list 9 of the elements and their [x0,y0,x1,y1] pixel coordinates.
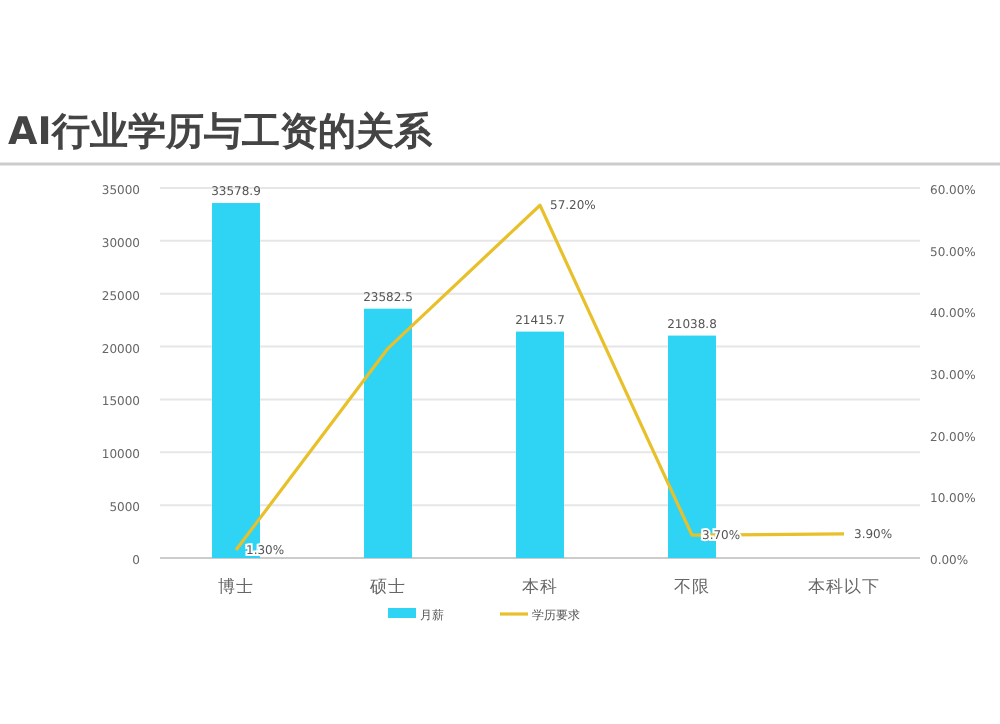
x-tick-label: 不限 [674,578,710,598]
x-tick-label: 博士 [218,576,254,598]
line-series [234,203,846,552]
bar [364,308,412,558]
chart-title: AI行业学历与工资的关系 [8,110,434,154]
x-tick-label: 硕士 [368,576,406,598]
bar [516,331,564,558]
x-tick-label: 本科以下 [808,576,880,598]
x-tick-label: 本科 [522,576,558,598]
